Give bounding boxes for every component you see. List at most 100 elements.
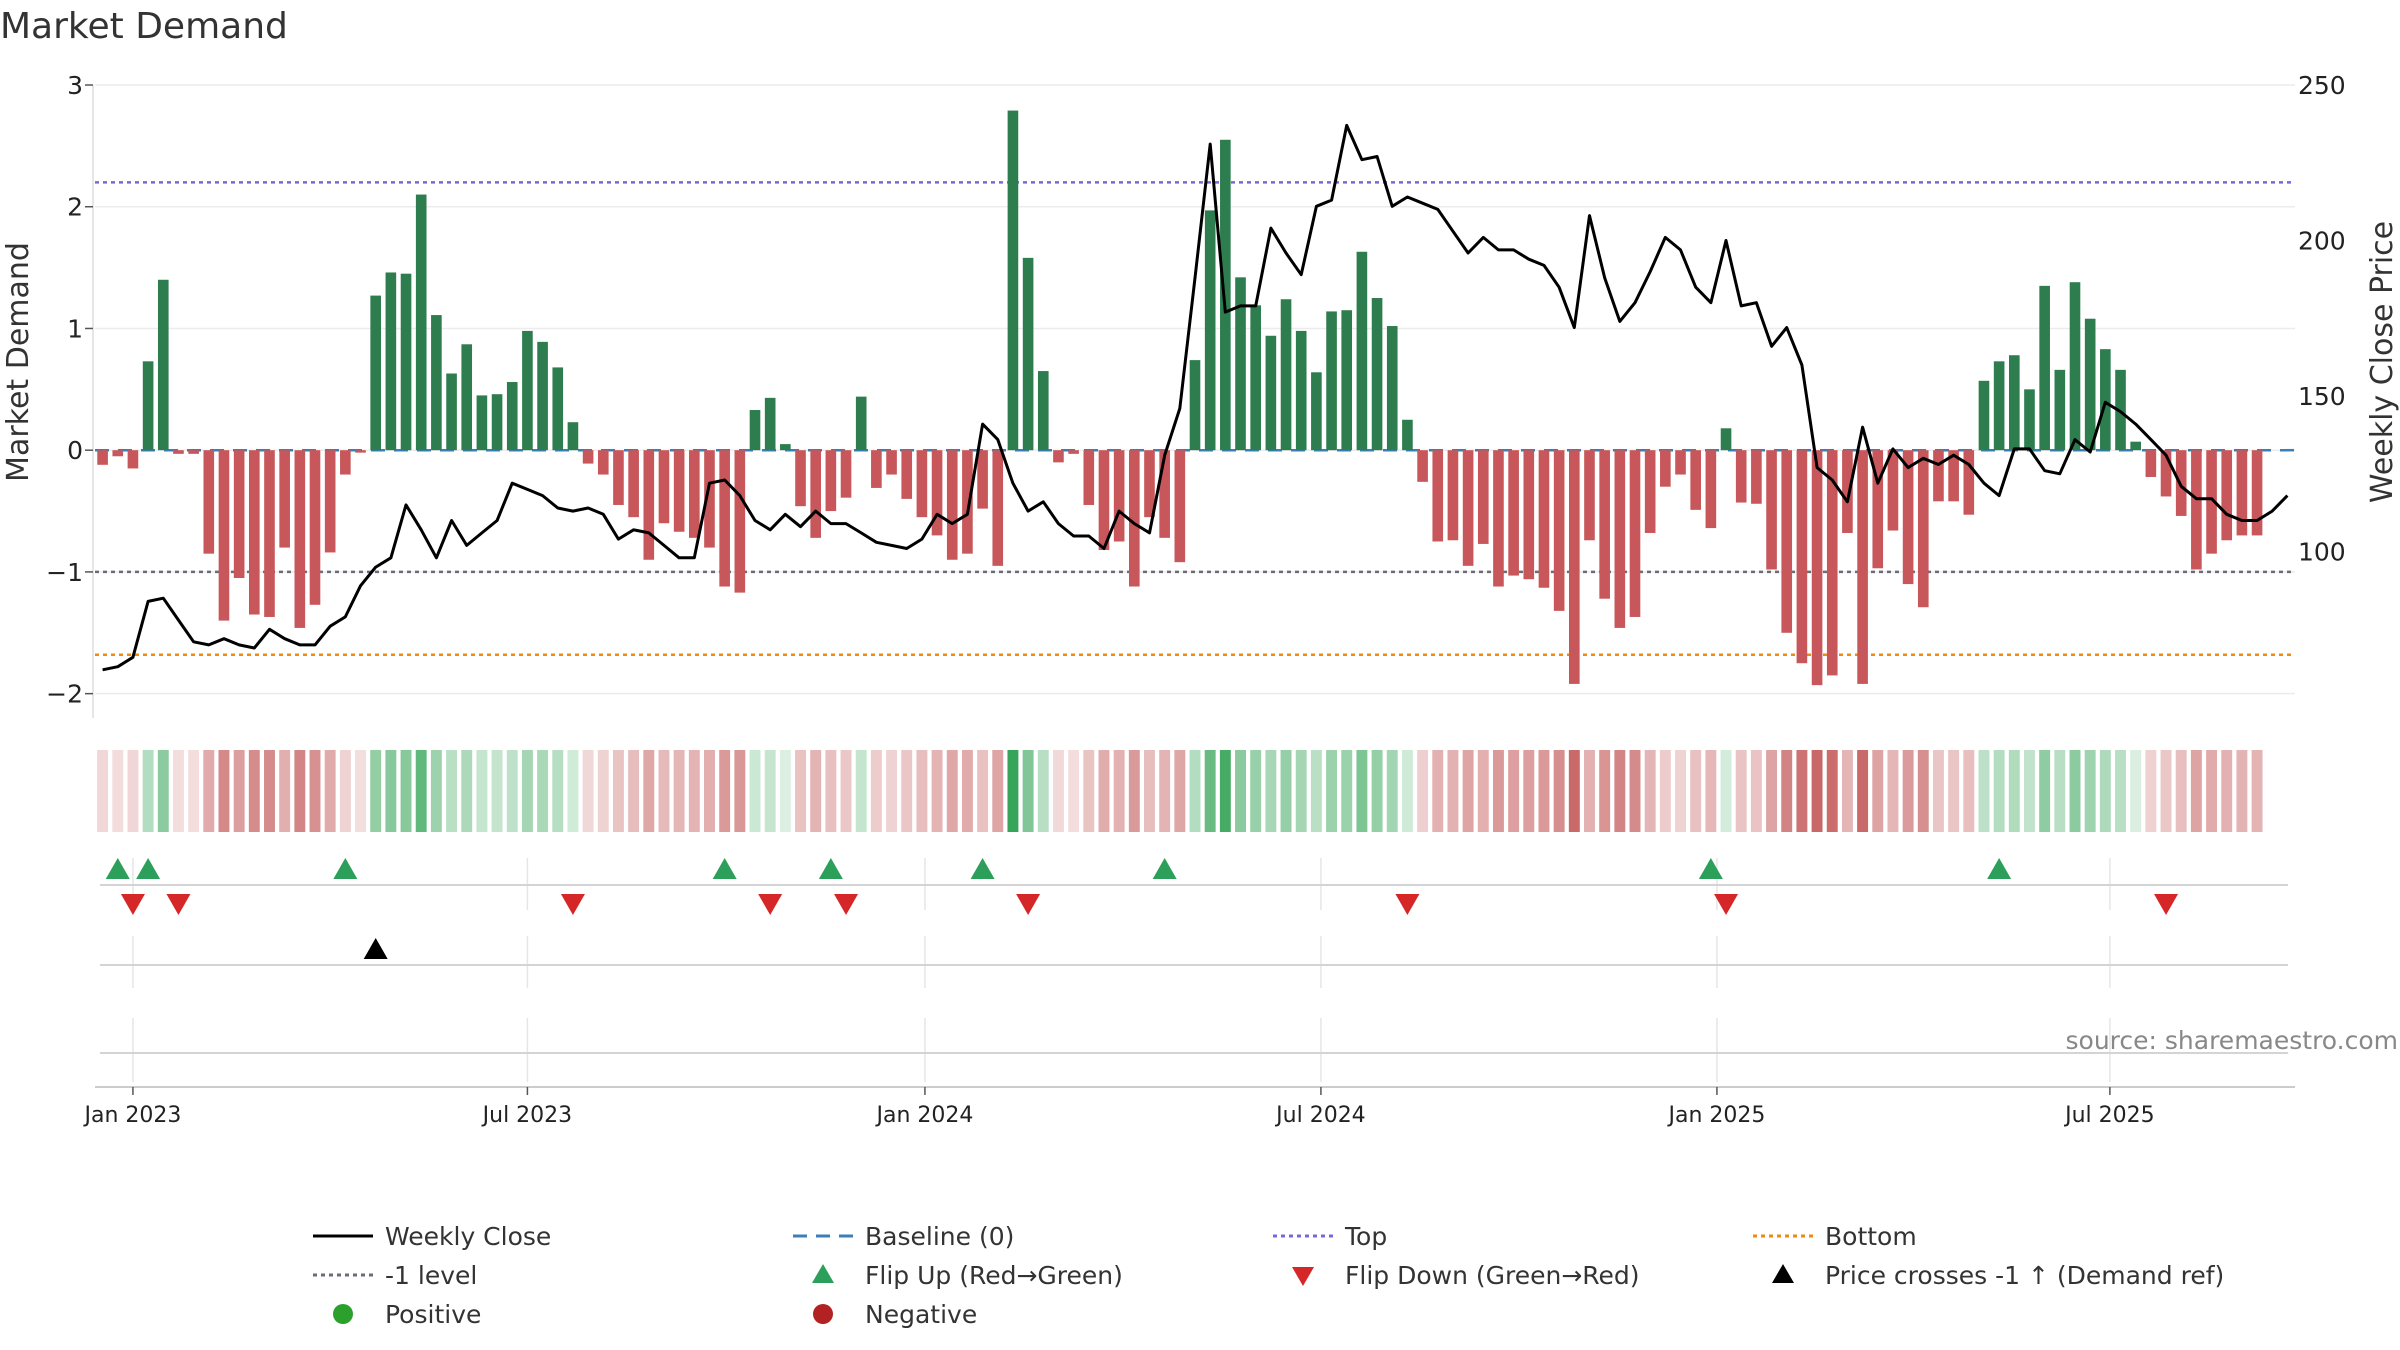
demand-bar bbox=[1569, 450, 1580, 684]
color-strip-cell bbox=[188, 750, 200, 832]
color-strip-cell bbox=[1492, 750, 1504, 832]
x-tick-label: Jul 2025 bbox=[2063, 1103, 2155, 1128]
color-strip-cell bbox=[1204, 750, 1216, 832]
legend-label: -1 level bbox=[385, 1261, 477, 1290]
demand-bar bbox=[1857, 450, 1868, 684]
color-strip-cell bbox=[1705, 750, 1717, 832]
color-strip-cell bbox=[1553, 750, 1565, 832]
color-strip-cell bbox=[2054, 750, 2066, 832]
demand-bar bbox=[1129, 450, 1140, 587]
flip-down-marker bbox=[560, 894, 585, 915]
color-strip-cell bbox=[415, 750, 427, 832]
demand-bar bbox=[1326, 311, 1337, 451]
color-strip-cell bbox=[870, 750, 882, 832]
chart-title: Market Demand bbox=[0, 6, 288, 47]
demand-bar bbox=[294, 450, 306, 628]
color-strip-cell bbox=[992, 750, 1004, 832]
color-strip-cell bbox=[506, 750, 518, 832]
demand-bar bbox=[840, 450, 852, 498]
color-strip-cell bbox=[2024, 750, 2035, 832]
legend-entry: Weekly Close bbox=[313, 1222, 551, 1251]
demand-bar bbox=[1614, 450, 1626, 628]
demand-bar bbox=[1948, 450, 1959, 502]
color-strip-cell bbox=[1007, 750, 1019, 832]
demand-bar bbox=[1144, 450, 1155, 518]
y2-tick-label: 250 bbox=[2298, 71, 2346, 100]
color-strip-cell bbox=[1690, 750, 1702, 832]
demand-bar bbox=[901, 450, 913, 499]
demand-bar bbox=[2221, 450, 2233, 541]
demand-bar bbox=[537, 341, 548, 451]
color-strip-cell bbox=[1538, 750, 1550, 832]
demand-bar bbox=[871, 450, 882, 488]
legend-label: Baseline (0) bbox=[865, 1222, 1014, 1251]
demand-bar bbox=[127, 450, 139, 469]
y-tick-label: −2 bbox=[46, 680, 83, 709]
demand-bar bbox=[491, 394, 503, 451]
demand-bar bbox=[2039, 285, 2050, 451]
x-tick-label: Jul 2023 bbox=[481, 1103, 573, 1128]
color-strip-cell bbox=[2099, 750, 2111, 832]
color-strip-cell bbox=[1523, 750, 1535, 832]
color-strip-cell bbox=[1841, 750, 1853, 832]
color-strip-cell bbox=[2236, 750, 2248, 832]
color-strip-cell bbox=[476, 750, 488, 832]
legend-label: Negative bbox=[865, 1300, 977, 1329]
color-strip-cell bbox=[658, 750, 670, 832]
demand-bar bbox=[355, 450, 366, 453]
demand-bar bbox=[1599, 450, 1610, 599]
color-strip-cell bbox=[612, 750, 624, 832]
demand-bar bbox=[916, 450, 928, 518]
demand-bars bbox=[97, 110, 2263, 686]
color-strip-cell bbox=[233, 750, 245, 832]
legend-label: Top bbox=[1344, 1222, 1387, 1251]
legend-label: Flip Down (Green→Red) bbox=[1345, 1261, 1640, 1290]
demand-bar bbox=[1037, 371, 1049, 451]
demand-bar bbox=[1083, 450, 1095, 505]
color-strip-cell bbox=[1189, 750, 1201, 832]
grid-lines bbox=[92, 84, 2295, 1088]
demand-bar bbox=[461, 344, 473, 451]
flip-down-marker bbox=[834, 894, 859, 915]
color-strip-cell bbox=[2115, 750, 2126, 832]
legend-entry: Baseline (0) bbox=[793, 1222, 1014, 1251]
demand-bar bbox=[2009, 355, 2020, 451]
color-strip-cell bbox=[1599, 750, 1611, 832]
color-strip-cell bbox=[2069, 750, 2081, 832]
color-strip-cell bbox=[1265, 750, 1277, 832]
color-strip-cell bbox=[2039, 750, 2051, 832]
demand-bar bbox=[1933, 450, 1944, 502]
signal-markers bbox=[105, 858, 2179, 959]
demand-bar bbox=[1356, 251, 1368, 451]
demand-bar bbox=[264, 450, 275, 617]
demand-bar bbox=[613, 450, 624, 505]
demand-bar bbox=[931, 450, 943, 536]
color-strip-cell bbox=[264, 750, 275, 832]
demand-bar bbox=[1826, 450, 1838, 676]
color-strip-cell bbox=[1174, 750, 1186, 832]
demand-bar bbox=[1781, 450, 1793, 633]
color-strip-cell bbox=[931, 750, 943, 832]
color-strip-cell bbox=[977, 750, 989, 832]
color-strip-cell bbox=[157, 750, 169, 832]
demand-bar bbox=[2024, 389, 2035, 451]
demand-bar bbox=[734, 450, 746, 593]
demand-bar bbox=[1280, 299, 1292, 451]
demand-bar bbox=[233, 450, 245, 579]
color-strip-cell bbox=[385, 750, 397, 832]
color-strip-cell bbox=[1750, 750, 1762, 832]
flip-down-marker bbox=[2154, 894, 2179, 915]
color-strip-cell bbox=[142, 750, 154, 832]
color-strip-cell bbox=[719, 750, 731, 832]
demand-bar bbox=[673, 450, 685, 532]
demand-bar bbox=[1493, 450, 1504, 587]
color-strip-cell bbox=[1735, 750, 1747, 832]
color-strip-cell bbox=[1826, 750, 1838, 832]
color-strip-cell bbox=[1128, 750, 1140, 832]
color-strip-cell bbox=[1386, 750, 1398, 832]
demand-bar bbox=[962, 450, 973, 554]
demand-bar bbox=[1417, 450, 1428, 482]
y2-tick-label: 200 bbox=[2298, 227, 2346, 256]
color-strip-cell bbox=[2175, 750, 2187, 832]
